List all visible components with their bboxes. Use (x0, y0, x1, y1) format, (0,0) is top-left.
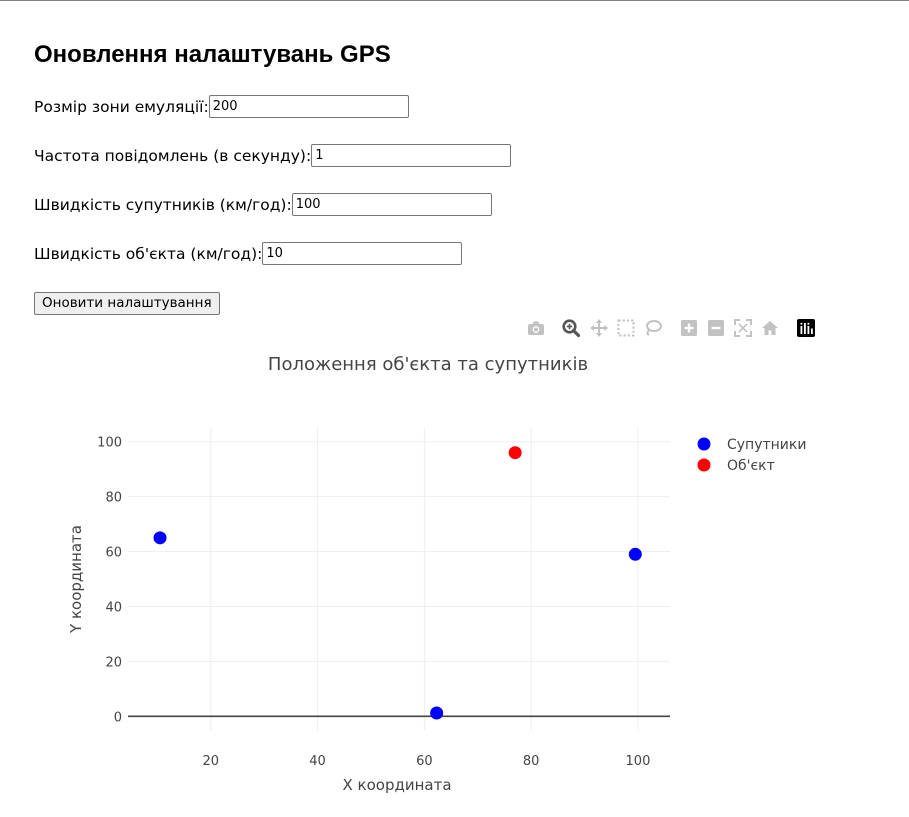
x-tick-label: 60 (416, 754, 433, 769)
object-speed-input[interactable] (262, 242, 463, 265)
reset-axes-icon[interactable] (760, 318, 780, 338)
lasso-select-icon[interactable] (643, 318, 663, 338)
legend-marker[interactable] (697, 458, 711, 472)
legend-label[interactable]: Супутники (727, 437, 806, 453)
x-tick-label: 20 (202, 754, 219, 769)
object-speed-label: Швидкість об'єкта (км/год): (34, 244, 263, 263)
y-tick-label: 60 (105, 546, 122, 561)
scatter-chart: 20 40 60 80 100 0 20 40 60 80 100 Положення об'єкт… (67, 354, 806, 794)
y-tick-label: 80 (105, 491, 122, 506)
zoom-in-icon[interactable] (679, 318, 699, 338)
zone-size-input[interactable] (208, 95, 409, 118)
message-rate-input[interactable] (311, 144, 512, 167)
legend-marker[interactable] (697, 437, 711, 451)
legend-label[interactable]: Об'єкт (727, 458, 775, 474)
zone-size-row: Розмір зони емуляції: (34, 95, 409, 118)
satellite-speed-row: Швидкість супутників (км/год): (34, 193, 492, 216)
pan-icon[interactable] (589, 318, 609, 338)
zoom-out-icon[interactable] (706, 318, 726, 338)
satellite-speed-input[interactable] (291, 193, 492, 216)
y-tick-label: 100 (97, 436, 122, 451)
plotly-logo-icon[interactable] (796, 318, 816, 338)
x-tick-label: 100 (626, 754, 651, 769)
chart-axes: 20 40 60 80 100 0 20 40 60 80 100 (97, 436, 650, 769)
chart-modebar (524, 318, 824, 338)
autoscale-icon[interactable] (733, 318, 753, 338)
object-speed-row: Швидкість об'єкта (км/год): (34, 242, 463, 265)
message-rate-row: Частота повідомлень (в секунду): (34, 144, 512, 167)
message-rate-label: Частота повідомлень (в секунду): (34, 146, 312, 165)
chart-legend: Супутники Об'єкт (697, 437, 806, 474)
satellite-speed-label: Швидкість супутників (км/год): (34, 195, 292, 214)
data-point[interactable] (430, 706, 444, 720)
box-select-icon[interactable] (616, 318, 636, 338)
zoom-icon[interactable] (561, 318, 581, 338)
page-title: Оновлення налаштувань GPS (34, 41, 391, 68)
data-point[interactable] (508, 446, 522, 460)
window-top-border (0, 0, 909, 1)
chart-grid (128, 428, 670, 730)
y-tick-label: 0 (114, 710, 122, 725)
chart-title: Положення об'єкта та супутників (268, 354, 588, 375)
y-axis-label: Y координата (67, 525, 85, 634)
data-point[interactable] (628, 547, 642, 561)
data-point[interactable] (153, 531, 167, 545)
x-tick-label: 80 (523, 754, 540, 769)
x-axis-label: X координата (342, 776, 451, 794)
chart-points (153, 446, 642, 720)
zone-size-label: Розмір зони емуляції: (34, 97, 209, 116)
y-tick-label: 40 (105, 600, 122, 615)
y-tick-label: 20 (105, 655, 122, 670)
update-settings-button[interactable]: Оновити налаштування (34, 292, 220, 315)
camera-icon[interactable] (526, 318, 546, 338)
x-tick-label: 40 (309, 754, 326, 769)
